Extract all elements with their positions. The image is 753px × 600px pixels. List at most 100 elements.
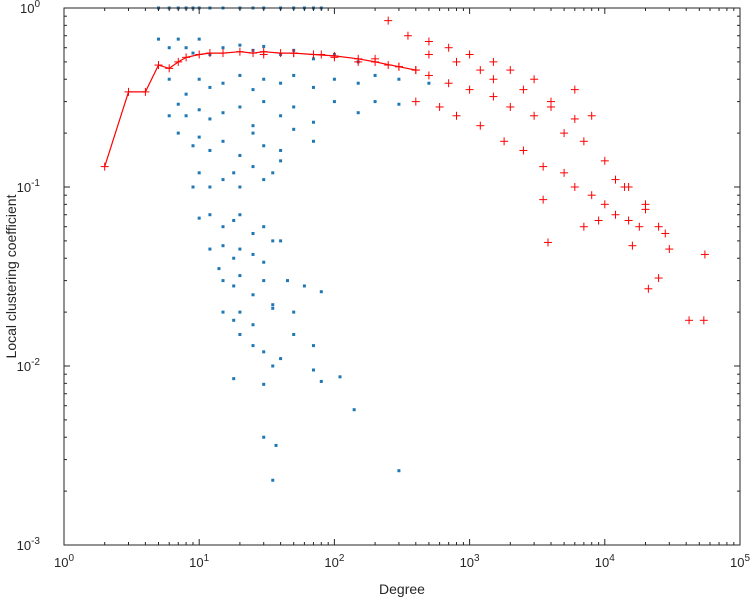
- scatter-point-blue: [217, 267, 221, 271]
- scatter-point-blue: [251, 323, 255, 327]
- scatter-point-red-plus: [435, 102, 444, 111]
- scatter-point-blue: [221, 225, 225, 229]
- scatter-point-blue: [238, 332, 242, 336]
- scatter-point-blue: [221, 81, 225, 85]
- scatter-point-blue: [352, 408, 356, 412]
- scatter-point-blue: [271, 239, 275, 243]
- scatter-point-blue: [356, 81, 360, 85]
- scatter-point-blue: [292, 73, 296, 77]
- y-tick-label: 10-1: [17, 178, 41, 195]
- x-tick-base: 10: [460, 555, 474, 570]
- scatter-point-blue: [232, 284, 236, 288]
- scatter-point-red-plus: [635, 222, 644, 231]
- scatter-point-blue: [191, 51, 195, 55]
- scatter-point-red-plus: [587, 191, 596, 200]
- scatter-point-blue: [184, 114, 188, 118]
- scatter-point-red-plus: [661, 229, 670, 238]
- scatter-point-red-plus: [570, 183, 579, 191]
- scatter-point-blue: [292, 105, 296, 109]
- scatter-point-blue: [271, 306, 275, 310]
- scatter-point-blue: [208, 148, 212, 152]
- scatter-point-blue: [232, 218, 236, 222]
- scatter-point-blue: [262, 144, 266, 148]
- scatter-point-blue: [271, 171, 275, 175]
- average-line-marker: [154, 61, 163, 70]
- scatter-point-blue: [271, 303, 275, 307]
- scatter-point-red-plus: [403, 31, 412, 40]
- scatter-point-blue: [286, 279, 290, 283]
- scatter-point-red-plus: [685, 316, 694, 325]
- scatter-point-red-plus: [452, 57, 461, 66]
- scatter-point-blue: [279, 81, 283, 85]
- scatter-point-red-plus: [546, 102, 555, 111]
- average-line-marker: [219, 49, 228, 58]
- x-tick-base: 10: [189, 555, 203, 570]
- plot-frame: [63, 7, 741, 546]
- x-tick-exponent: 4: [609, 553, 615, 564]
- scatter-point-blue: [184, 46, 188, 50]
- x-tick-label: 104: [595, 553, 615, 570]
- average-line-marker: [205, 49, 214, 58]
- scatter-point-blue: [238, 153, 242, 157]
- scatter-point-blue: [311, 120, 315, 124]
- scatter-point-blue: [262, 178, 266, 182]
- x-tick-label: 103: [460, 553, 480, 570]
- average-line-marker: [411, 66, 420, 75]
- scatter-point-red-plus: [384, 16, 393, 25]
- scatter-point-red-plus: [424, 37, 433, 46]
- scatter-point-red-plus: [699, 316, 708, 325]
- x-tick-exponent: 5: [744, 553, 750, 564]
- average-line-marker: [235, 47, 244, 56]
- scatter-point-blue: [238, 73, 242, 77]
- scatter-point-red-plus: [424, 50, 433, 59]
- scatter-point-blue: [251, 88, 255, 92]
- scatter-point-red-plus: [543, 238, 552, 247]
- x-tick-base: 10: [595, 555, 609, 570]
- scatter-point-blue: [251, 344, 255, 348]
- scatter-point-blue: [279, 239, 283, 243]
- scatter-point-blue: [191, 185, 195, 189]
- scatter-point-red-plus: [539, 195, 548, 204]
- scatter-point-red-plus: [424, 71, 433, 80]
- average-line-marker: [100, 162, 109, 171]
- scatter-point-blue: [221, 46, 225, 50]
- scatter-point-blue: [251, 131, 255, 135]
- scatter-point-red-plus: [476, 121, 485, 130]
- average-clustering-line: [104, 51, 416, 167]
- scatter-point-red-plus: [519, 85, 528, 94]
- scatter-point-blue: [373, 73, 377, 77]
- scatter-point-red-plus: [500, 137, 509, 146]
- scatter-point-blue: [279, 114, 283, 118]
- y-tick-exponent: 0: [34, 0, 40, 10]
- scatter-point-blue: [238, 105, 242, 109]
- x-tick-label: 100: [54, 553, 74, 570]
- scatter-point-blue: [197, 37, 201, 41]
- scatter-point-blue: [208, 85, 212, 89]
- scatter-point-blue: [238, 310, 242, 314]
- scatter-point-blue: [311, 85, 315, 89]
- scatter-point-blue: [232, 318, 236, 322]
- scatter-point-blue: [238, 213, 242, 217]
- scatter-point-blue: [397, 469, 401, 473]
- scatter-point-blue: [167, 114, 171, 118]
- scatter-point-blue: [397, 77, 401, 81]
- scatter-point-red-plus: [579, 137, 588, 146]
- scatter-point-blue: [262, 350, 266, 354]
- scatter-point-blue: [232, 256, 236, 260]
- scatter-point-blue: [176, 131, 180, 135]
- scatter-point-blue: [262, 77, 266, 81]
- scatter-point-blue: [221, 139, 225, 143]
- scatter-point-blue: [279, 159, 283, 163]
- scatter-point-red-plus: [628, 241, 637, 250]
- scatter-point-blue: [208, 213, 212, 217]
- scatter-point-blue: [232, 171, 236, 175]
- scatter-point-blue: [274, 443, 278, 447]
- scatter-point-blue: [262, 382, 266, 386]
- scatter-point-blue: [311, 344, 315, 348]
- scatter-point-red-plus: [570, 114, 579, 123]
- scatter-point-red-plus: [641, 205, 650, 214]
- scatter-point-blue: [279, 148, 283, 152]
- scatter-point-blue: [397, 102, 401, 106]
